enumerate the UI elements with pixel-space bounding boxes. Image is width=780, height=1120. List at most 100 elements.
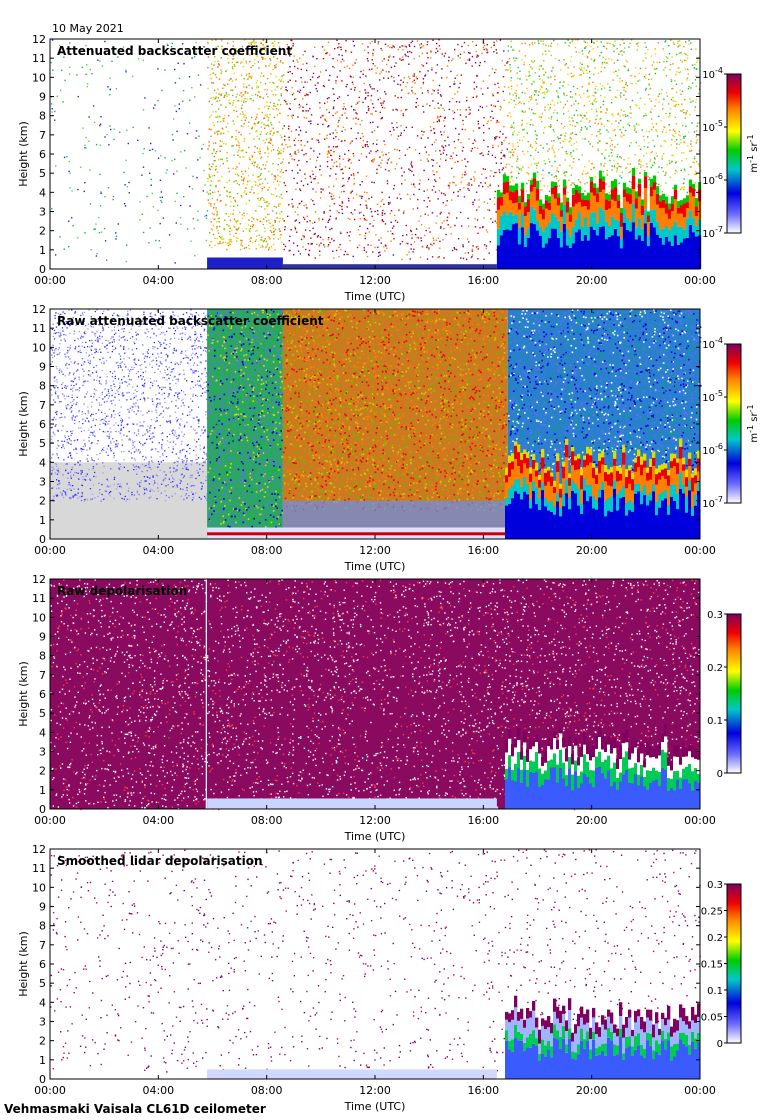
y-tick-label: 4 [39, 726, 46, 739]
colorbar-tick-label: 0.2 [707, 933, 723, 944]
x-tick-label: 12:00 [359, 274, 391, 287]
x-tick-label: 04:00 [142, 544, 174, 557]
panel-title: Smoothed lidar depolarisation [57, 854, 263, 868]
x-tick-label: 04:00 [142, 814, 174, 827]
y-tick-label: 10 [32, 341, 46, 354]
panels: Attenuated backscatter coefficient012345… [17, 33, 760, 1113]
y-tick-label: 9 [39, 91, 46, 104]
colorbar-tick-label: 0 [717, 1039, 723, 1050]
y-tick-label: 12 [32, 843, 46, 856]
x-axis-label: Time (UTC) [344, 290, 406, 303]
y-tick-label: 0 [39, 263, 46, 276]
x-tick-label: 20:00 [576, 1084, 608, 1097]
colorbar: 10-4 10-5 10-6 10-7 m-1 sr-1 [702, 66, 760, 240]
y-tick-label: 3 [39, 206, 46, 219]
y-axis-label: Height (km) [17, 661, 30, 727]
y-tick-label: 7 [39, 129, 46, 142]
y-tick-label: 1 [39, 1054, 46, 1067]
y-tick-label: 7 [39, 399, 46, 412]
y-tick-label: 3 [39, 476, 46, 489]
y-tick-label: 12 [32, 303, 46, 316]
colorbar-tick-label: 0.1 [707, 716, 723, 727]
y-tick-label: 9 [39, 631, 46, 644]
y-tick-label: 1 [39, 784, 46, 797]
panel-4: Smoothed lidar depolarisation01234567891… [17, 843, 742, 1113]
colorbar-gradient [726, 73, 742, 234]
x-axis-label: Time (UTC) [344, 830, 406, 843]
colorbar-tick-label: 10-4 [702, 336, 723, 351]
x-axis-label: Time (UTC) [344, 1100, 406, 1113]
x-tick-label: 16:00 [467, 1084, 499, 1097]
x-axis: 00:00 04:00 08:00 12:00 16:00 20:00 00:00 Time … [34, 579, 716, 843]
x-tick-label: 00:00 [684, 544, 716, 557]
colorbar-tick-label: 10-5 [702, 119, 723, 134]
colorbar-tick-label: 0.15 [701, 960, 723, 971]
y-tick-label: 1 [39, 514, 46, 527]
panel-title: Raw attenuated backscatter coefficient [57, 314, 324, 328]
x-tick-label: 12:00 [359, 814, 391, 827]
date-label: 10 May 2021 [52, 22, 124, 35]
y-axis-label: Height (km) [17, 121, 30, 187]
colorbar-gradient [726, 343, 742, 504]
x-tick-label: 08:00 [251, 274, 283, 287]
y-tick-label: 10 [32, 611, 46, 624]
colorbar-tick-label: 0.1 [707, 986, 723, 997]
x-tick-label: 12:00 [359, 1084, 391, 1097]
colorbar-tick-label: 0.05 [701, 1013, 723, 1024]
colorbar-gradient [726, 613, 742, 774]
colorbar: 0.3 0.2 0.1 0 [707, 610, 742, 780]
x-tick-label: 00:00 [34, 1084, 66, 1097]
y-tick-label: 12 [32, 573, 46, 586]
x-axis: 00:00 04:00 08:00 12:00 16:00 20:00 00:00 Time … [34, 849, 716, 1113]
data-field [50, 309, 702, 539]
instrument-footer: Vehmasmaki Vaisala CL61D ceilometer [4, 1102, 266, 1116]
x-tick-label: 00:00 [34, 544, 66, 557]
y-tick-label: 0 [39, 1073, 46, 1086]
y-tick-label: 6 [39, 418, 46, 431]
colorbar-tick-label: 0.25 [701, 907, 723, 918]
y-tick-label: 2 [39, 225, 46, 238]
colorbar-tick-label: 0.3 [707, 880, 723, 891]
plot-area [49, 848, 701, 1080]
y-tick-label: 5 [39, 977, 46, 990]
panel-3: Raw depolarisation0123456789101112Height… [17, 573, 742, 843]
y-tick-label: 3 [39, 746, 46, 759]
y-tick-label: 6 [39, 148, 46, 161]
colorbar-unit: m-1 sr-1 [746, 134, 760, 172]
x-tick-label: 00:00 [34, 814, 66, 827]
x-tick-label: 12:00 [359, 544, 391, 557]
y-tick-label: 7 [39, 669, 46, 682]
x-tick-label: 04:00 [142, 274, 174, 287]
y-tick-label: 5 [39, 167, 46, 180]
y-tick-label: 11 [32, 862, 46, 875]
y-tick-label: 8 [39, 110, 46, 123]
x-tick-label: 00:00 [684, 274, 716, 287]
x-tick-label: 16:00 [467, 544, 499, 557]
y-tick-label: 0 [39, 803, 46, 816]
colorbar-tick-label: 0.2 [707, 663, 723, 674]
colorbar-unit: m-1 sr-1 [746, 404, 760, 442]
y-tick-label: 2 [39, 1035, 46, 1048]
y-tick-label: 10 [32, 71, 46, 84]
y-tick-label: 6 [39, 688, 46, 701]
panel-2: Raw attenuated backscatter coefficient 0 1… [17, 303, 760, 573]
x-tick-label: 20:00 [576, 274, 608, 287]
y-tick-label: 10 [32, 881, 46, 894]
y-tick-label: 2 [39, 765, 46, 778]
y-tick-label: 4 [39, 996, 46, 1009]
panel-title: Raw depolarisation [57, 584, 187, 598]
x-axis: 00:00 04:00 08:00 12:00 16:00 20:00 00:00 Time … [34, 309, 716, 573]
y-tick-label: 11 [32, 592, 46, 605]
plot-area [49, 308, 702, 540]
y-tick-label: 8 [39, 650, 46, 663]
colorbar: 10-4 10-5 10-6 10-7 m-1 sr-1 [702, 336, 760, 510]
colorbar-tick-label: 10-7 [702, 495, 723, 510]
y-tick-label: 0 [39, 533, 46, 546]
y-axis-label: Height (km) [17, 391, 30, 457]
y-tick-label: 8 [39, 380, 46, 393]
y-tick-label: 7 [39, 939, 46, 952]
x-tick-label: 16:00 [467, 274, 499, 287]
